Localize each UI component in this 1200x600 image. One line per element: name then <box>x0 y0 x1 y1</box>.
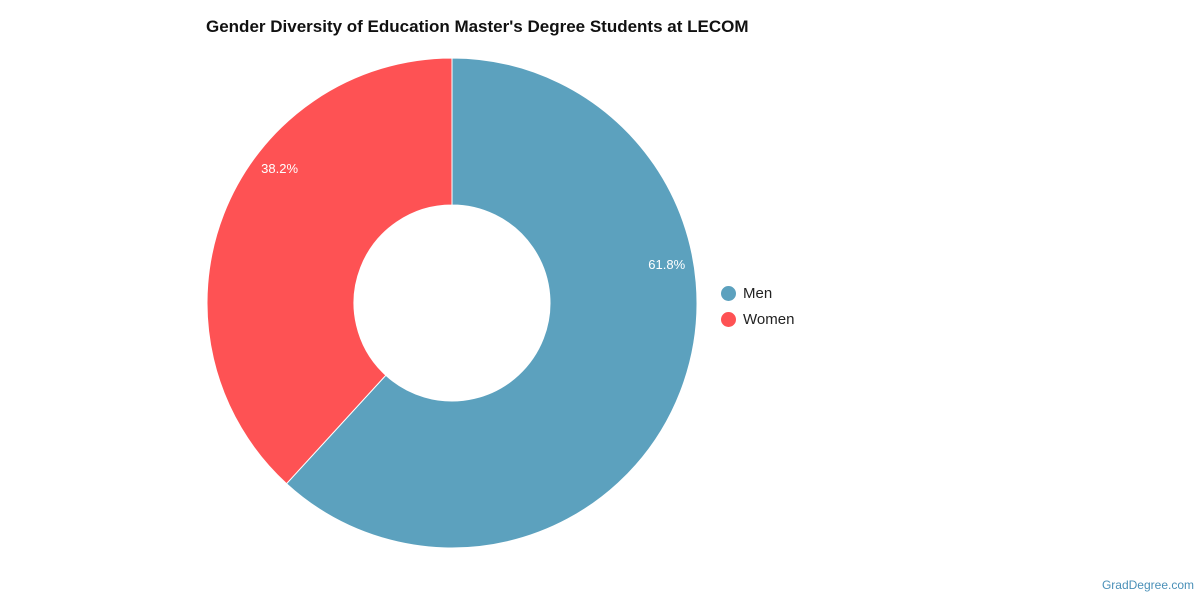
legend-swatch-men <box>721 285 736 301</box>
slice-label-women: 38.2% <box>261 161 298 176</box>
slice-women[interactable] <box>206 57 453 485</box>
watermark-link[interactable]: GradDegree.com <box>1101 578 1194 592</box>
legend: Men Women <box>721 280 794 332</box>
legend-label-women: Women <box>743 310 795 328</box>
legend-item-men[interactable]: Men <box>721 280 794 306</box>
chart-title: Gender Diversity of Education Master's D… <box>206 17 749 36</box>
legend-swatch-women <box>721 311 736 327</box>
legend-item-women[interactable]: Women <box>721 306 794 332</box>
legend-label-men: Men <box>743 284 773 302</box>
slice-label-men: 61.8% <box>648 257 685 272</box>
slice-men[interactable] <box>285 57 698 549</box>
